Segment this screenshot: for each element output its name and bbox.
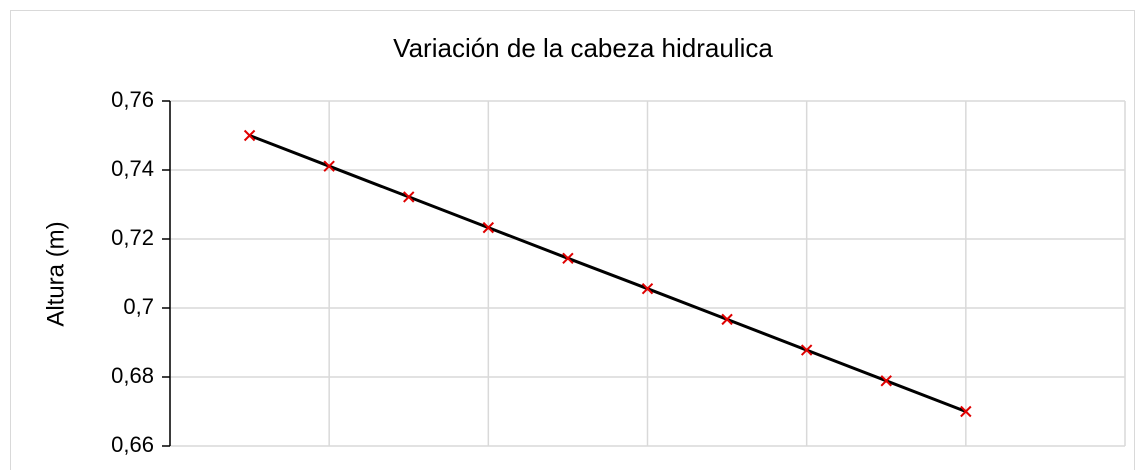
marker [323,160,335,172]
marker [403,191,415,203]
y-tick-label: 0,66 [111,432,154,457]
marker [800,344,813,356]
y-tick-label: 0,74 [111,156,154,181]
marker [562,252,574,265]
marker [482,221,495,234]
y-tick-label: 0,68 [111,363,154,388]
marker [721,313,733,326]
y-tick-label: 0,72 [111,225,154,250]
series-line [249,134,967,413]
marker [641,282,654,295]
y-tick-label: 0,76 [111,87,154,112]
marker [243,129,256,142]
marker [880,375,892,387]
chart-border [10,10,1135,470]
y-axis-label: Altura (m) [42,221,69,326]
y-tick-label: 0,7 [123,294,154,319]
marker [960,405,972,418]
chart-title: Variación de la cabeza hidraulica [393,33,773,63]
